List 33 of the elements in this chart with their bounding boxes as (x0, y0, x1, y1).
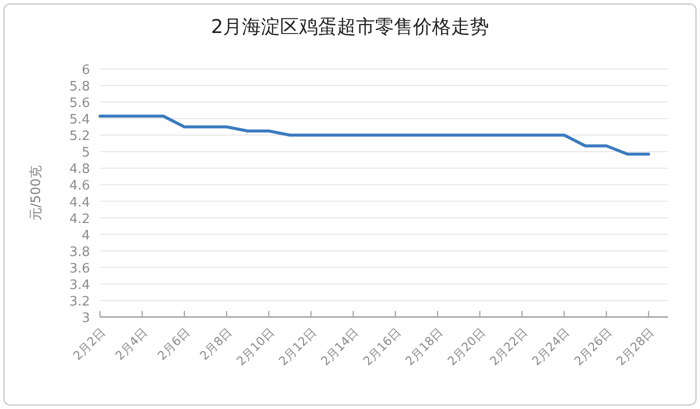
x-tick-label: 2月2日 (70, 325, 108, 363)
x-tick-label: 2月28日 (614, 325, 657, 368)
x-tick-label: 2月18日 (402, 325, 446, 368)
line-series (98, 114, 650, 156)
y-tick-label: 5.6 (69, 96, 90, 112)
x-tick-label: 2月4日 (112, 325, 150, 363)
y-tick-label: 4.6 (69, 178, 90, 194)
x-tick-label: 2月12日 (276, 325, 320, 368)
y-tick-label: 3.6 (69, 261, 90, 276)
x-tick-label: 2月20日 (444, 325, 488, 368)
y-tick-label: 5.4 (69, 112, 90, 128)
x-tick-label: 2月6日 (154, 325, 193, 363)
y-tick-label: 4.4 (69, 195, 90, 210)
x-tick-label: 2月14日 (318, 325, 362, 368)
y-tick-label: 4.8 (69, 162, 90, 178)
y-tick-label: 3.4 (69, 278, 90, 293)
x-tick-label: 2月10日 (234, 325, 277, 368)
y-tick-label: 4.2 (69, 212, 90, 227)
y-tick-label: 5 (82, 146, 90, 161)
x-tick-label: 2月16日 (360, 325, 404, 368)
x-tick-label: 2月8日 (197, 325, 235, 363)
y-axis-title: 元/500克 (29, 165, 44, 221)
y-tick-label: 3 (82, 311, 90, 326)
y-tick-label: 5.8 (69, 80, 90, 95)
x-tick-label: 2月24日 (529, 325, 572, 368)
chart-title: 2月海淀区鸡蛋超市零售价格走势 (210, 16, 490, 38)
y-tick-label: 6 (82, 63, 90, 78)
y-tick-label: 3.2 (69, 294, 90, 310)
x-tick-label: 2月22日 (487, 325, 530, 368)
y-tick-label: 3.8 (69, 244, 90, 260)
x-tick-label: 2月26日 (571, 325, 615, 368)
y-tick-label: 5.2 (69, 129, 90, 144)
y-tick-label: 4 (82, 228, 90, 244)
